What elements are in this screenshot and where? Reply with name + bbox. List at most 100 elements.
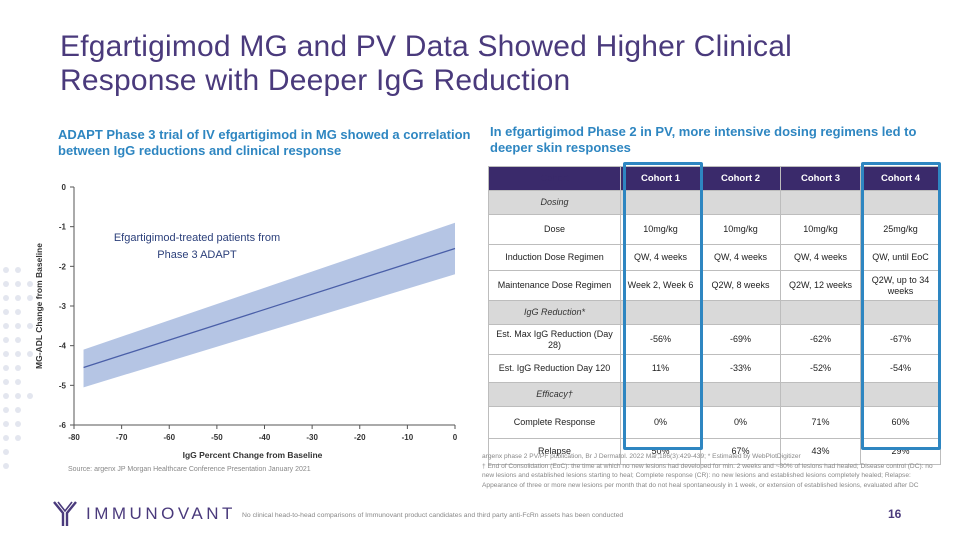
- y-tick-label: -4: [59, 342, 67, 351]
- table-cell: Q2W, 8 weeks: [700, 270, 781, 301]
- x-tick-label: -70: [116, 433, 128, 442]
- table-cell: Q2W, up to 34 weeks: [860, 270, 941, 301]
- immunovant-mark-icon: [53, 501, 77, 526]
- table-cell: Q2W, 12 weeks: [780, 270, 861, 301]
- column-header-cohort-3: Cohort 3: [780, 166, 861, 191]
- logo-text: IMMUNOVANT: [86, 504, 236, 523]
- y-tick-label: -3: [59, 302, 67, 311]
- row-label: Complete Response: [488, 406, 621, 439]
- row-label: Relapse: [488, 438, 621, 465]
- table-cell: -69%: [700, 324, 781, 355]
- footnote-line: argenx phase 2 PV/PF publication, Br J D…: [482, 453, 801, 460]
- table-cell: 10mg/kg: [620, 214, 701, 245]
- left-subtitle: ADAPT Phase 3 trial of IV efgartigimod i…: [58, 127, 471, 158]
- section-row: IgG Reduction*: [488, 300, 941, 325]
- chart-source: Source: argenx JP Morgan Healthcare Conf…: [68, 466, 311, 473]
- table-cell: 0%: [700, 406, 781, 439]
- table-cell: 10mg/kg: [700, 214, 781, 245]
- table-cell: -56%: [620, 324, 701, 355]
- x-tick-label: -50: [211, 433, 223, 442]
- table-cell: QW, 4 weeks: [620, 244, 701, 271]
- table-cell: 0%: [620, 406, 701, 439]
- y-axis-label: MG-ADL Change from Baseline: [34, 243, 44, 369]
- table-cell: -62%: [780, 324, 861, 355]
- column-header-cohort-4: Cohort 4: [860, 166, 941, 191]
- table-cell: -33%: [700, 354, 781, 383]
- x-tick-label: -60: [163, 433, 175, 442]
- x-tick-label: -20: [354, 433, 366, 442]
- section-empty-cell: [860, 190, 941, 215]
- company-logo: IMMUNOVANT: [52, 500, 236, 528]
- table-corner-header: Cohort: [488, 166, 621, 191]
- column-header-cohort-1: Cohort 1: [620, 166, 701, 191]
- y-tick-label: -5: [59, 381, 67, 390]
- decorative-dot-pattern: [3, 267, 33, 469]
- x-tick-label: 0: [453, 433, 458, 442]
- column-header-cohort-2: Cohort 2: [700, 166, 781, 191]
- footer-disclaimer: No clinical head-to-head comparisons of …: [242, 512, 624, 519]
- table-cell: 25mg/kg: [860, 214, 941, 245]
- x-tick-label: -30: [306, 433, 318, 442]
- table-cell: -54%: [860, 354, 941, 383]
- section-empty-cell: [620, 190, 701, 215]
- y-tick-label: -2: [59, 262, 67, 271]
- section-label: Efficacy†: [488, 382, 621, 407]
- chart-annotation: Efgartigimod-treated patients from: [114, 232, 280, 244]
- section-empty-cell: [700, 382, 781, 407]
- section-empty-cell: [620, 300, 701, 325]
- section-empty-cell: [780, 190, 861, 215]
- table-row: Induction Dose Regimen QW, 4 weeks QW, 4 w…: [488, 244, 941, 271]
- table-cell: QW, 4 weeks: [780, 244, 861, 271]
- table-row: Relapse 50% 67% 43% 29%: [488, 438, 941, 465]
- table-cell: -52%: [780, 354, 861, 383]
- section-row: Dosing: [488, 190, 941, 215]
- table-cell: QW, until EoC: [860, 244, 941, 271]
- table-cell: 67%: [700, 438, 781, 465]
- table-cell: 60%: [860, 406, 941, 439]
- page-number: 16: [888, 507, 902, 521]
- row-label: Est. IgG Reduction Day 120: [488, 354, 621, 383]
- x-tick-label: -80: [68, 433, 80, 442]
- section-empty-cell: [700, 300, 781, 325]
- x-tick-label: -40: [259, 433, 271, 442]
- table-cell: 11%: [620, 354, 701, 383]
- regression-line: [83, 247, 456, 369]
- table-cell: QW, 4 weeks: [700, 244, 781, 271]
- section-empty-cell: [780, 300, 861, 325]
- section-row: Efficacy†: [488, 382, 941, 407]
- table-cell: 10mg/kg: [780, 214, 861, 245]
- right-subtitle: In efgartigimod Phase 2 in PV, more inte…: [490, 124, 917, 155]
- chart-svg: 0 -1 -2 -3 -4 -5 -6-80 -70 -60 -50 -40 -30 -20 -10 0 Ig…: [34, 183, 458, 460]
- row-label: Dose: [488, 214, 621, 245]
- row-label: Est. Max IgG Reduction (Day 28): [488, 324, 621, 355]
- y-tick-label: 0: [62, 183, 67, 192]
- footnote-line: † End of Consolidation (EoC): the time a…: [482, 462, 933, 489]
- table-cell: 50%: [620, 438, 701, 465]
- table-row: Complete Response 0% 0% 71% 60%: [488, 406, 941, 439]
- row-label: Induction Dose Regimen: [488, 244, 621, 271]
- confidence-band: [83, 222, 456, 388]
- y-tick-label: -1: [59, 223, 67, 232]
- table-cell: 29%: [860, 438, 941, 465]
- table-cell: 71%: [780, 406, 861, 439]
- x-axis-label: IgG Percent Change from Baseline: [183, 450, 323, 460]
- section-empty-cell: [780, 382, 861, 407]
- igg-mgadl-chart: 0 -1 -2 -3 -4 -5 -6 -80 -70 -60 -50 -40 -30 -20 -10 0 Ig…: [30, 175, 470, 465]
- slide-title: Efgartigimod MG and PV Data Showed Highe…: [60, 30, 793, 97]
- table-header-row: Cohort Cohort 1 Cohort 2 Cohort 3 Cohort…: [488, 166, 941, 191]
- table-cell: Week 2, Week 6: [620, 270, 701, 301]
- y-tick-label: -6: [59, 421, 67, 430]
- table-row: Maintenance Dose Regimen Week 2, Week 6 Q2…: [488, 270, 941, 301]
- table-row: Dose 10mg/kg 10mg/kg 10mg/kg 25mg/kg: [488, 214, 941, 245]
- table-cell: -67%: [860, 324, 941, 355]
- row-label: Maintenance Dose Regimen: [488, 270, 621, 301]
- table-row: Est. IgG Reduction Day 120 11% -33% -52% -54…: [488, 354, 941, 383]
- section-label: Dosing: [488, 190, 621, 215]
- table-footnote: argenx phase 2 PV/PF publication, Br J D…: [482, 452, 942, 490]
- section-empty-cell: [860, 300, 941, 325]
- section-label: IgG Reduction*: [488, 300, 621, 325]
- table-row: Est. Max IgG Reduction (Day 28) -56% -69% -…: [488, 324, 941, 355]
- chart-annotation: Phase 3 ADAPT: [157, 249, 237, 261]
- section-empty-cell: [620, 382, 701, 407]
- section-empty-cell: [860, 382, 941, 407]
